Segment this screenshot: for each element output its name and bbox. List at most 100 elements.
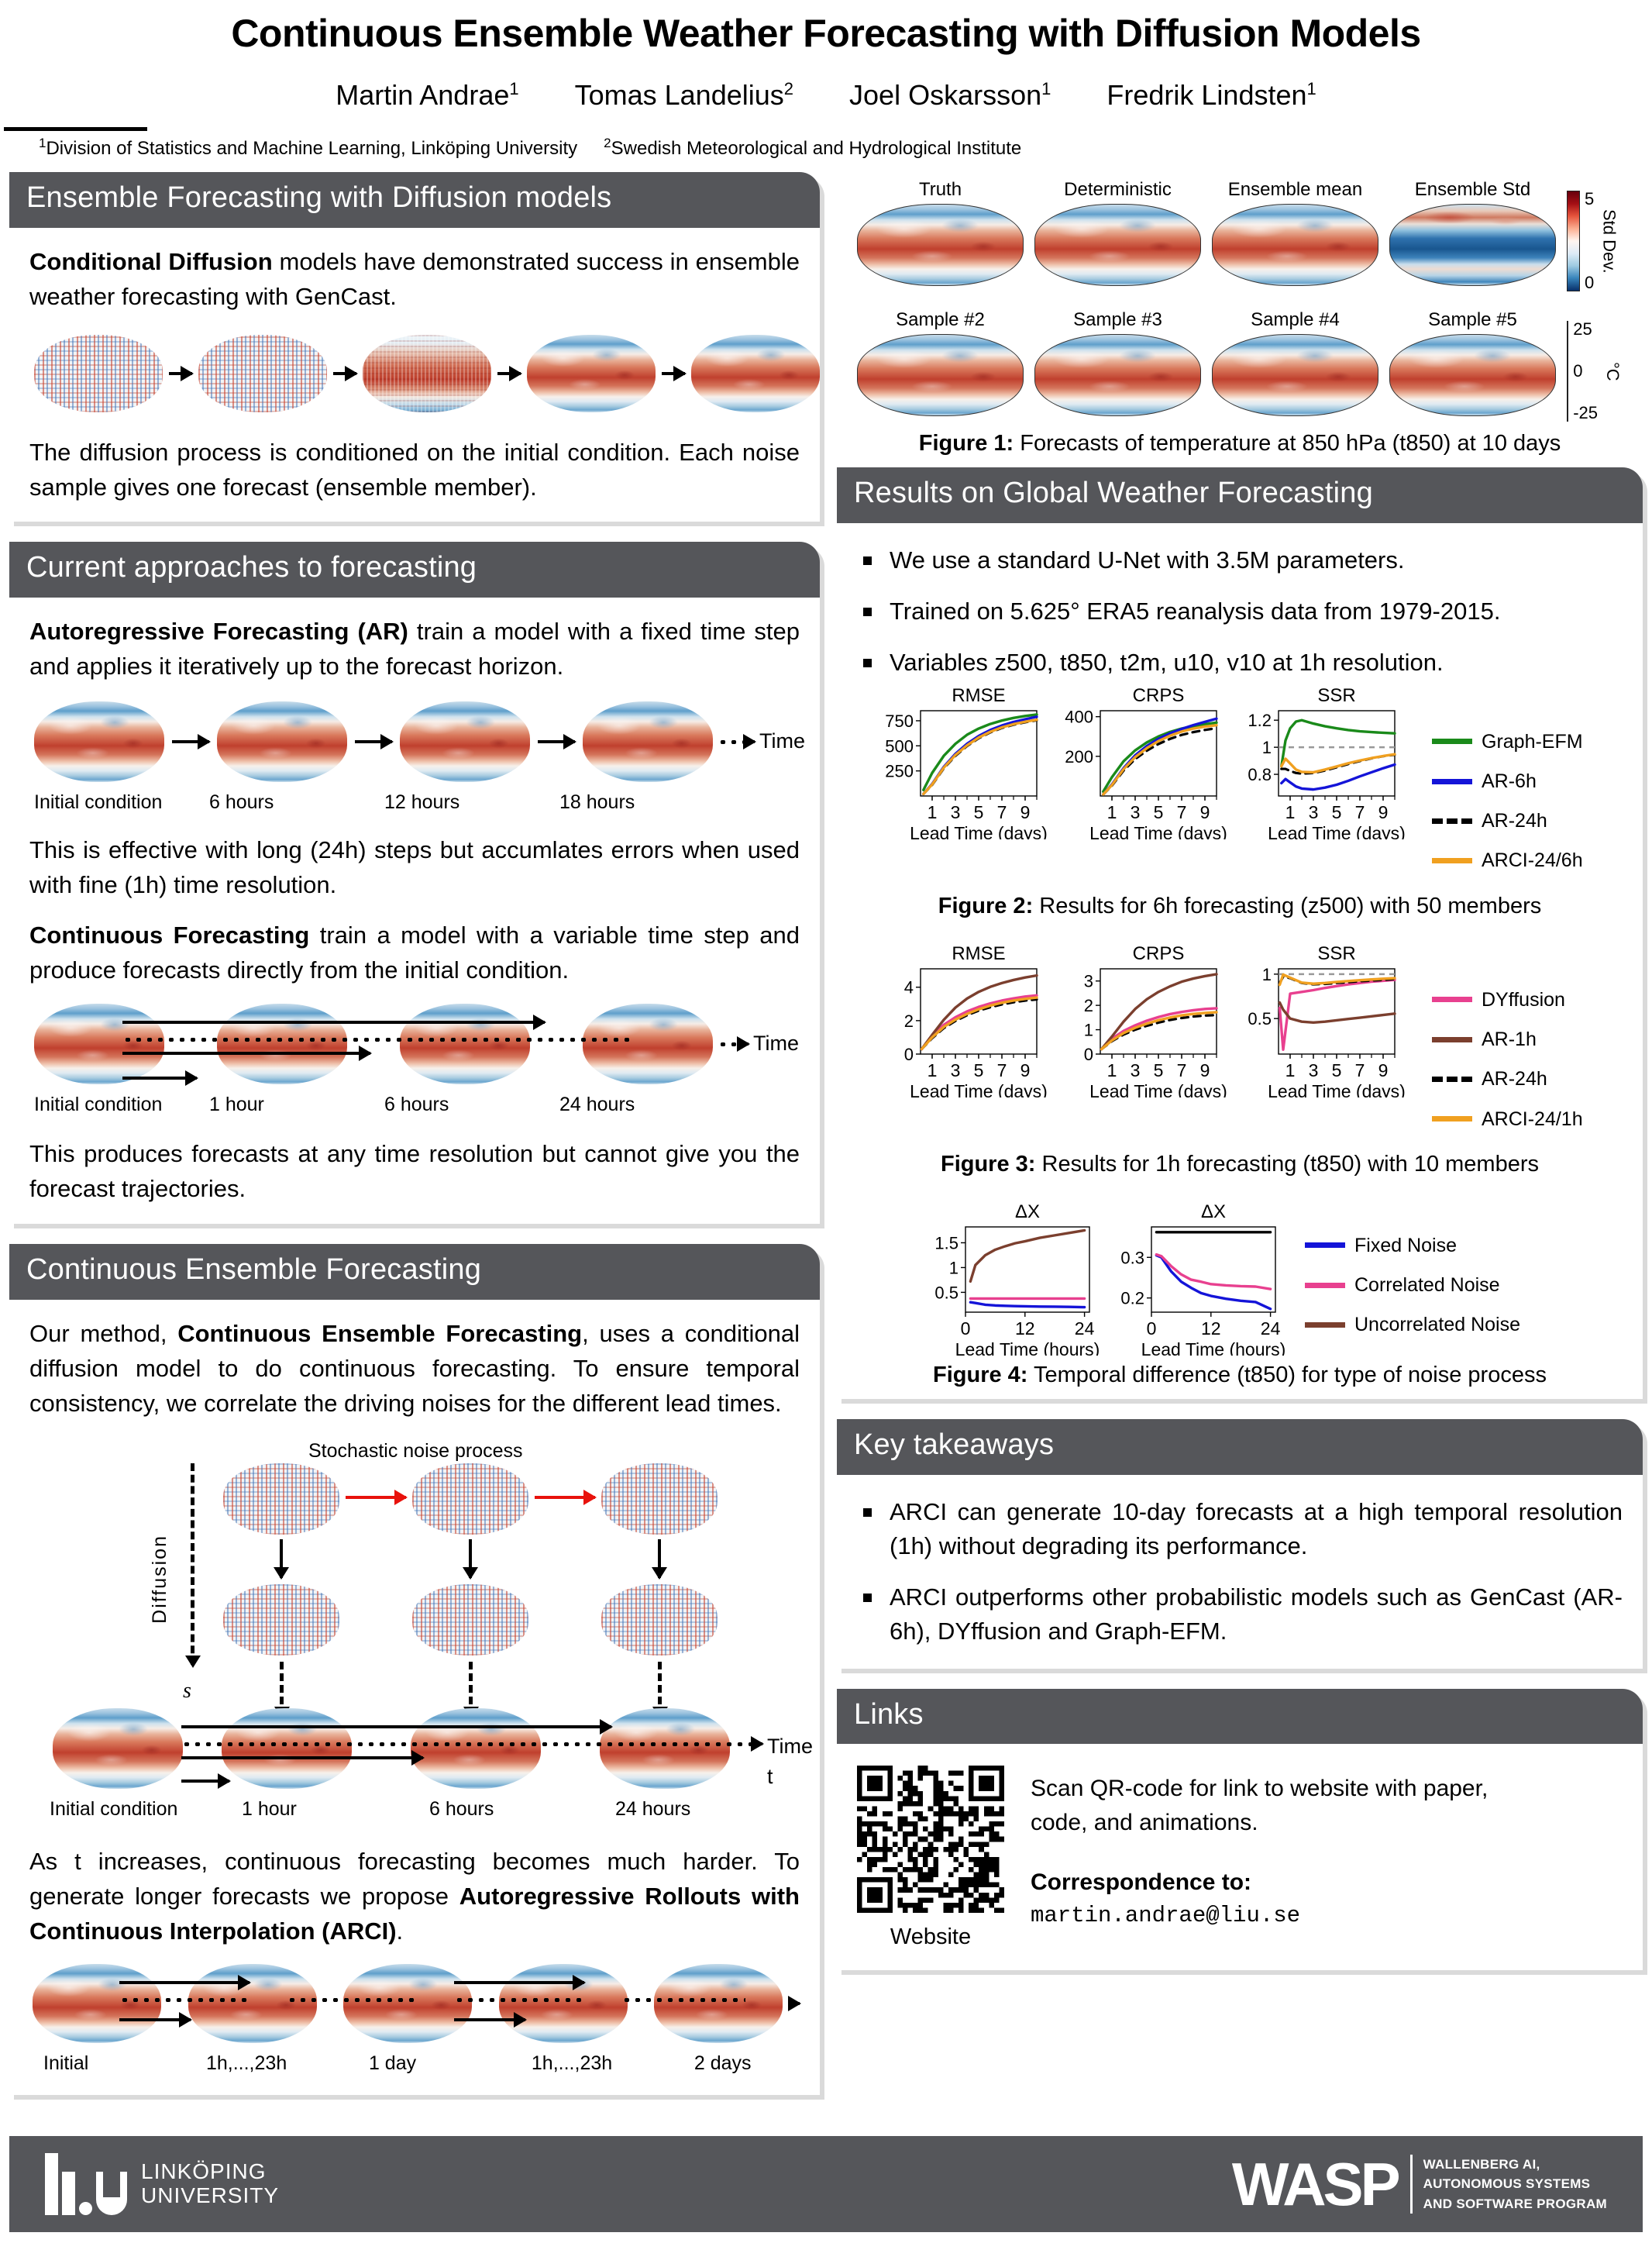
svg-text:3: 3 xyxy=(951,1060,961,1080)
contact-email[interactable]: martin.andrae@liu.se xyxy=(1031,1902,1301,1928)
svg-text:CRPS: CRPS xyxy=(1133,943,1185,964)
panel-title: Truth xyxy=(918,179,962,200)
poster-footer: LINKÖPING UNIVERSITY WASP WALLENBERG AI,… xyxy=(9,2136,1643,2232)
colorbar-title: Std Dev. xyxy=(1599,208,1619,274)
svg-text:0.8: 0.8 xyxy=(1248,765,1272,784)
ar-label: 12 hours xyxy=(384,791,460,813)
svg-text:9: 9 xyxy=(1020,802,1031,822)
globe-ar-3 xyxy=(583,701,713,782)
figure2-caption: Figure 2: Results for 6h forecasting (z5… xyxy=(938,893,1542,918)
arrow-icon xyxy=(497,365,522,381)
dotted-line xyxy=(119,1998,250,2003)
svg-text:2: 2 xyxy=(1084,996,1093,1015)
colorbar-strip xyxy=(1567,191,1580,291)
figure3-legend: DYffusion AR-1h AR-24h ARCI-24/1h xyxy=(1432,986,1583,1145)
dotted-line xyxy=(122,1038,634,1042)
legend-label: Fixed Noise xyxy=(1354,1234,1457,1256)
takeaway-bullets: ARCI can generate 10-day forecasts at a … xyxy=(857,1495,1623,1649)
diffusion-axis-arrow-icon xyxy=(185,1463,201,1668)
map-sample-5 xyxy=(1389,334,1556,416)
legend-item: AR-24h xyxy=(1432,1065,1583,1093)
svg-text:12: 12 xyxy=(1201,1318,1221,1339)
legend-swatch-icon xyxy=(1432,997,1472,1003)
section-links: Links Website Scan QR-code for link to w… xyxy=(837,1688,1643,1971)
scan-instruction: Scan QR-code for link to website with pa… xyxy=(1031,1776,1489,1835)
globe-arci-3 xyxy=(498,1964,628,2044)
legend-label: DYffusion xyxy=(1482,988,1565,1011)
svg-text:1: 1 xyxy=(928,1060,938,1080)
svg-text:3: 3 xyxy=(1131,1060,1141,1080)
arrow-icon xyxy=(737,1036,750,1052)
section-key-takeaways: Key takeaways ARCI can generate 10-day f… xyxy=(837,1418,1643,1669)
author: Fredrik Lindsten1 xyxy=(1106,79,1316,111)
svg-text:RMSE: RMSE xyxy=(952,685,1005,706)
list-item: We use a standard U-Net with 3.5M parame… xyxy=(857,543,1623,577)
list-item: ARCI can generate 10-day forecasts at a … xyxy=(857,1495,1623,1563)
ar-diagram: Time Initial condition 6 hours 12 hours … xyxy=(34,701,805,816)
poster-columns: Ensemble Forecasting with Diffusion mode… xyxy=(0,172,1652,2115)
cf-term: Continuous Forecasting xyxy=(29,922,310,949)
svg-text:Lead Time (hours): Lead Time (hours) xyxy=(955,1339,1100,1356)
cf-diagram: Time Initial condition 1 hour 6 hours 24… xyxy=(34,1004,800,1118)
globe-noise-r2-0 xyxy=(223,1583,339,1656)
ar-label: 18 hours xyxy=(559,791,635,813)
figure-1: Truth Deterministic Ensemble mean Ensemb… xyxy=(837,172,1643,457)
globe-cef-3 xyxy=(600,1707,730,1789)
legend-item: Graph-EFM xyxy=(1432,728,1583,756)
svg-text:Lead Time (days): Lead Time (days) xyxy=(910,1081,1048,1097)
globe-arci-0 xyxy=(33,1964,161,2044)
qr-code-block[interactable]: Website xyxy=(857,1766,1004,1953)
arrow-icon xyxy=(750,1735,764,1752)
legend-swatch-icon xyxy=(1305,1321,1345,1328)
globe-noise-1 xyxy=(198,334,327,412)
map-ensemble-mean xyxy=(1212,204,1378,286)
s-label: s xyxy=(183,1678,191,1703)
cef-time-label: Time t xyxy=(767,1734,813,1788)
cef-label: 1 hour xyxy=(242,1797,297,1820)
figure4-legend: Fixed Noise Correlated Noise Uncorrelated … xyxy=(1305,1232,1520,1351)
svg-text:ΔX: ΔX xyxy=(1015,1201,1040,1222)
cef-diagram: Stochastic noise process xyxy=(29,1437,813,1840)
right-column: Truth Deterministic Ensemble mean Ensemb… xyxy=(837,172,1643,1990)
globe-ar-0 xyxy=(34,701,164,782)
legend-swatch-icon xyxy=(1432,1116,1472,1122)
dotted-line xyxy=(621,1998,745,2003)
figure-3-charts: RMSE 0 2 4 1 3 5 7 9 Lead Time (days) CRPS 0 1 2 3 1 3 5 7… xyxy=(857,942,1623,1145)
arci-diagram: Initial 1h,...,23h 1 day 1h,...,23h 2 da… xyxy=(33,1964,801,2077)
map-truth xyxy=(857,204,1024,286)
panel-title: Deterministic xyxy=(1064,179,1172,200)
left-column: Ensemble Forecasting with Diffusion mode… xyxy=(9,172,820,2115)
svg-text:1: 1 xyxy=(1084,1020,1093,1039)
ar-labels: Initial condition 6 hours 12 hours 18 ho… xyxy=(34,788,800,816)
wasp-subtitle: WALLENBERG AI, AUTONOMOUS SYSTEMS AND SO… xyxy=(1409,2154,1607,2214)
liu-logo-mark xyxy=(45,2153,127,2215)
svg-text:Lead Time (hours): Lead Time (hours) xyxy=(1141,1339,1286,1356)
dotted-line xyxy=(181,1742,755,1746)
legend-item: Correlated Noise xyxy=(1305,1271,1520,1299)
cf-label: 24 hours xyxy=(559,1094,635,1115)
arrow-icon xyxy=(333,365,358,381)
panel-title: Sample #3 xyxy=(1073,309,1162,330)
svg-text:200: 200 xyxy=(1065,747,1093,767)
legend-item: DYffusion xyxy=(1432,986,1583,1014)
svg-text:5: 5 xyxy=(1332,1060,1342,1080)
legend-item: ARCI-24/1h xyxy=(1432,1105,1583,1133)
legend-item: AR-1h xyxy=(1432,1025,1583,1053)
legend-item: ARCI-24/6h xyxy=(1432,846,1583,874)
globe-arci-4 xyxy=(654,1964,783,2044)
svg-text:0.5: 0.5 xyxy=(934,1283,959,1302)
section-heading: Continuous Ensemble Forecasting xyxy=(9,1244,820,1300)
arrow-icon xyxy=(788,1996,801,2012)
legend-label: ARCI-24/6h xyxy=(1482,849,1583,872)
affiliation: 2Swedish Meteorological and Hydrological… xyxy=(604,136,1022,159)
ar-label: 6 hours xyxy=(209,791,274,813)
qr-code-icon[interactable] xyxy=(857,1766,1004,1914)
arci-labels: Initial 1h,...,23h 1 day 1h,...,23h 2 da… xyxy=(33,2049,800,2077)
svg-text:1: 1 xyxy=(1107,802,1117,822)
arrow-icon xyxy=(538,734,576,749)
colorbar-strip xyxy=(1567,321,1569,422)
svg-text:9: 9 xyxy=(1378,1060,1389,1080)
globe-ar-2 xyxy=(400,701,530,782)
svg-text:5: 5 xyxy=(974,802,984,822)
